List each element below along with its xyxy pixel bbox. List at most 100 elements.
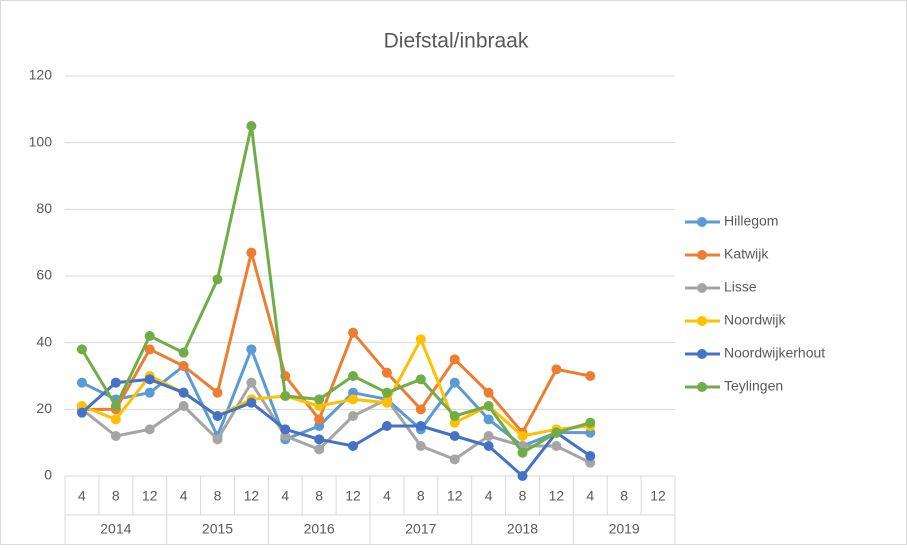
- legend-label: Noordwijk: [724, 312, 786, 328]
- data-point: [314, 414, 325, 425]
- data-point: [348, 327, 359, 338]
- data-point: [246, 121, 257, 131]
- data-point: [415, 404, 426, 415]
- data-point: [246, 247, 257, 258]
- legend-label: Noordwijkerhout: [724, 345, 825, 361]
- data-point: [110, 401, 121, 411]
- data-point: [280, 424, 291, 435]
- data-point: [585, 451, 596, 461]
- data-point: [144, 344, 155, 355]
- x-tick-label: 12: [345, 488, 361, 504]
- data-point: [212, 387, 223, 398]
- data-point: [76, 344, 87, 355]
- x-tick-label: 8: [315, 488, 323, 504]
- series-line: [80, 124, 591, 455]
- data-point: [449, 454, 460, 465]
- series-line: [81, 381, 591, 465]
- y-tick-label: 120: [29, 67, 53, 83]
- data-point: [381, 387, 392, 398]
- data-point: [381, 397, 392, 408]
- legend-marker: [697, 382, 707, 392]
- data-point: [517, 447, 528, 458]
- data-point: [212, 411, 223, 421]
- data-point: [178, 361, 189, 371]
- x-tick-label: 12: [244, 488, 260, 504]
- data-point: [348, 371, 359, 381]
- x-tick-label: 4: [485, 488, 493, 504]
- data-point: [178, 401, 189, 411]
- legend-marker: [697, 250, 707, 260]
- data-point: [314, 444, 325, 455]
- x-group-label: 2014: [100, 521, 131, 537]
- data-point: [76, 377, 87, 388]
- data-point: [381, 421, 392, 431]
- x-tick-label: 8: [620, 488, 628, 504]
- x-tick-label: 12: [447, 488, 463, 504]
- y-tick-label: 100: [29, 133, 53, 149]
- x-tick-label: 8: [417, 488, 425, 504]
- legend-label: Teylingen: [724, 378, 783, 394]
- data-point: [212, 274, 223, 285]
- data-point: [551, 427, 562, 438]
- x-tick-label: 4: [281, 488, 289, 504]
- legend-label: Lisse: [724, 279, 757, 295]
- data-point: [144, 387, 155, 398]
- y-tick-label: 0: [44, 467, 52, 483]
- legend-marker: [697, 217, 707, 227]
- x-tick-label: 4: [586, 488, 594, 504]
- data-point: [551, 364, 562, 375]
- chart-title: Diefstal/inbraak: [384, 30, 529, 53]
- data-point: [348, 394, 359, 405]
- legend-marker: [697, 349, 707, 359]
- legend-marker: [697, 283, 707, 293]
- data-point: [483, 431, 494, 441]
- legend-marker: [697, 316, 707, 326]
- y-tick-label: 40: [36, 333, 52, 349]
- data-point: [517, 471, 528, 481]
- data-point: [314, 434, 325, 445]
- data-point: [314, 394, 325, 405]
- x-tick-label: 4: [180, 488, 188, 504]
- data-point: [415, 441, 426, 451]
- x-group-label: 2018: [507, 521, 538, 537]
- data-point: [110, 377, 121, 388]
- data-point: [483, 414, 494, 425]
- data-point: [110, 414, 121, 425]
- data-point: [144, 331, 155, 341]
- data-point: [483, 401, 494, 411]
- data-point: [483, 387, 494, 398]
- x-tick-label: 12: [549, 488, 565, 504]
- x-group-label: 2015: [202, 521, 233, 537]
- x-tick-label: 8: [519, 488, 527, 504]
- data-point: [178, 347, 189, 358]
- series-line: [81, 251, 591, 435]
- data-point: [517, 431, 528, 441]
- y-tick-label: 20: [36, 400, 52, 416]
- x-tick-label: 4: [78, 488, 86, 504]
- x-tick-label: 12: [142, 488, 158, 504]
- x-group-label: 2016: [304, 521, 335, 537]
- data-point: [415, 374, 426, 385]
- data-point: [246, 377, 257, 388]
- data-point: [449, 411, 460, 421]
- x-tick-label: 4: [383, 488, 391, 504]
- data-point: [144, 424, 155, 435]
- data-point: [381, 367, 392, 378]
- x-tick-label: 8: [214, 488, 222, 504]
- y-tick-label: 60: [36, 267, 52, 283]
- series-line: [81, 337, 591, 438]
- data-point: [449, 377, 460, 388]
- data-point: [483, 441, 494, 451]
- data-point: [144, 374, 155, 385]
- data-point: [585, 417, 596, 428]
- data-point: [551, 441, 562, 451]
- data-point: [449, 431, 460, 441]
- series-line: [80, 377, 592, 478]
- data-point: [178, 387, 189, 398]
- legend-label: Katwijk: [724, 246, 769, 262]
- y-tick-label: 80: [36, 200, 52, 216]
- x-group-label: 2019: [609, 521, 640, 537]
- data-point: [415, 421, 426, 431]
- data-point: [585, 371, 596, 381]
